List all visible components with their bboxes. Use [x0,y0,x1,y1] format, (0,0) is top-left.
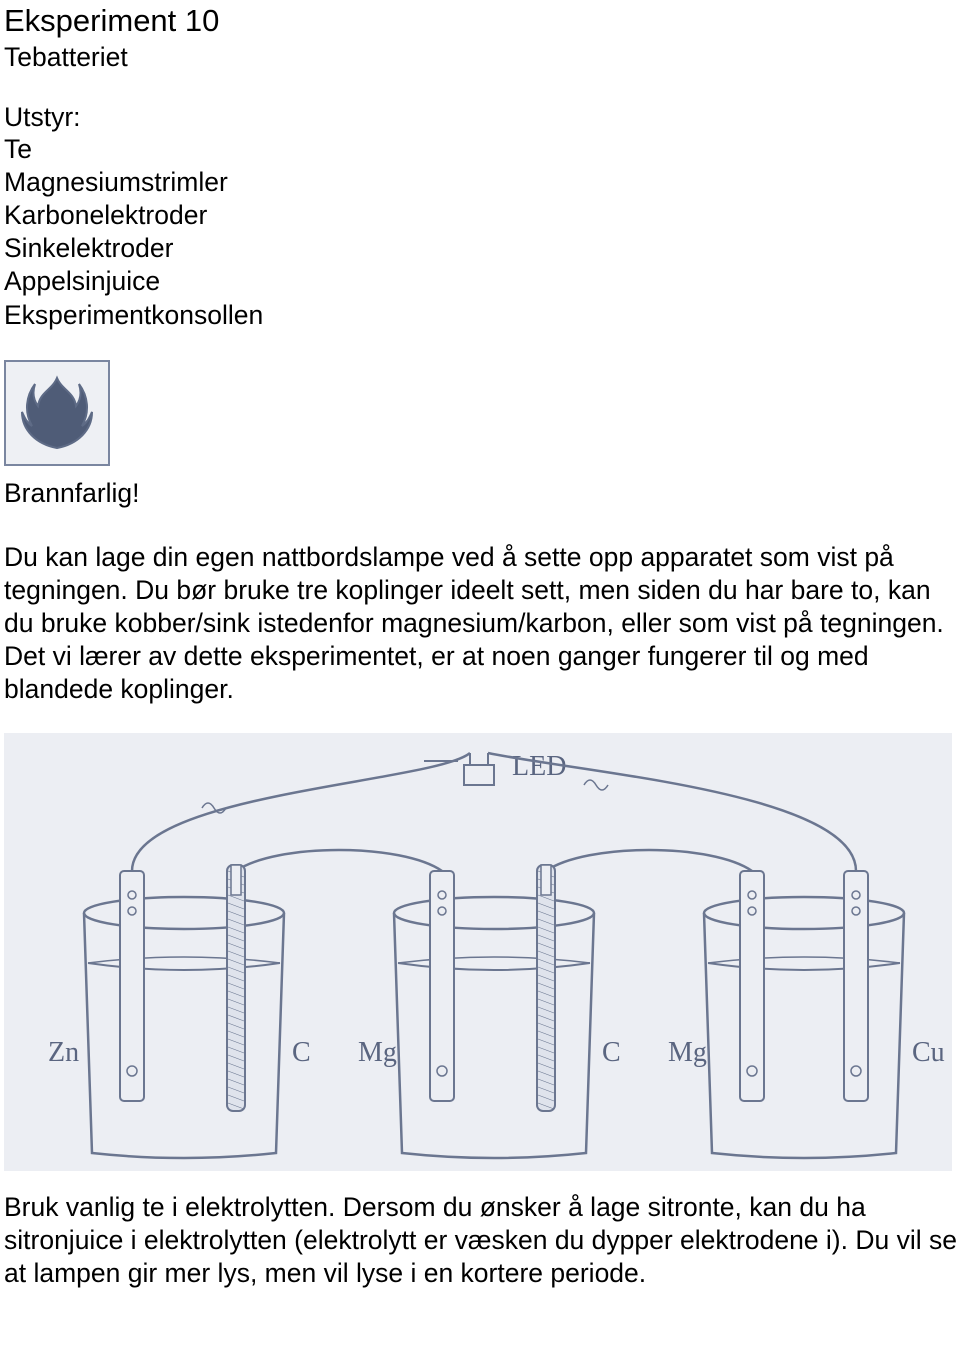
equipment-item: Magnesiumstrimler [4,166,954,199]
svg-text:Mg: Mg [668,1037,707,1068]
paragraph-2: Bruk vanlig te i elektrolytten. Dersom d… [4,1191,958,1290]
equipment-item: Eksperimentkonsollen [4,299,954,332]
svg-text:C: C [292,1037,311,1068]
equipment-item: Sinkelektroder [4,232,954,265]
svg-text:C: C [602,1037,621,1068]
equipment-item: Karbonelektroder [4,199,954,232]
warning-label: Brannfarlig! [4,478,954,509]
svg-text:Mg: Mg [358,1037,397,1068]
paragraph-1: Du kan lage din egen nattbordslampe ved … [4,541,954,707]
equipment-heading: Utstyr: [4,102,954,133]
warning-icon-box [4,360,110,466]
equipment-item: Appelsinjuice [4,265,954,298]
svg-text:Cu: Cu [912,1037,945,1068]
equipment-item: Te [4,133,954,166]
experiment-subtitle: Tebatteriet [4,41,954,74]
svg-text:Zn: Zn [48,1037,79,1068]
experiment-title: Eksperiment 10 [4,2,954,41]
circuit-diagram: LED Zn C Mg C Mg Cu [4,733,952,1171]
svg-text:LED: LED [512,751,566,782]
flame-icon [18,372,96,454]
